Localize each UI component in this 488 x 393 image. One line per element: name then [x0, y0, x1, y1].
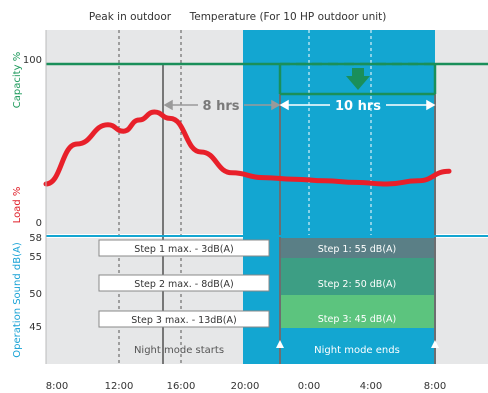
- peak-label: Peak in outdoor: [89, 11, 172, 23]
- ytick-55: 55: [29, 252, 42, 263]
- step2-value: Step 2: 50 dB(A): [318, 279, 396, 290]
- night-guides: [308, 30, 372, 238]
- annotation-8hrs: 8 hrs: [203, 99, 240, 114]
- step3-box: [98, 310, 270, 328]
- night-end-triangle-icon: [431, 340, 439, 348]
- xtick-3: 20:00: [231, 381, 260, 392]
- step2-band: [280, 258, 435, 295]
- ylabel-load: Load %: [12, 187, 23, 224]
- arrowhead-right-icon: [271, 99, 281, 111]
- step1-band: [280, 238, 435, 258]
- step2-label: Step 2 max. - 8dB(A): [134, 279, 233, 290]
- night-start-triangle-icon: [276, 340, 284, 348]
- load-curve: [43, 109, 452, 187]
- xtick-6: 8:00: [424, 381, 446, 392]
- ylabel-sound: Operation Sound dB(A): [12, 242, 23, 358]
- ytick-45: 45: [29, 322, 42, 333]
- step1-value: Step 1: 55 dB(A): [318, 244, 396, 255]
- chart-title: Temperature (For 10 HP outdoor unit): [189, 11, 387, 23]
- xtick-0: 8:00: [46, 381, 68, 392]
- ytick-50: 50: [29, 289, 42, 300]
- step3-label: Step 3 max. - 13dB(A): [131, 315, 236, 326]
- step3-value: Step 3: 45 dB(A): [318, 314, 396, 325]
- down-arrow-icon: [346, 68, 370, 90]
- duration-10hrs: [279, 99, 436, 111]
- capacity-limit: [278, 62, 437, 96]
- night-end-label: Night mode ends: [314, 345, 400, 356]
- xtick-5: 4:00: [360, 381, 382, 392]
- arrowhead-right-white-icon: [426, 99, 436, 111]
- step2-box: [98, 274, 270, 292]
- ytick-0: 0: [36, 218, 42, 229]
- duration-8hrs: [163, 99, 281, 111]
- ytick-100: 100: [23, 55, 42, 66]
- annotation-10hrs: 10 hrs: [335, 99, 381, 114]
- step1-box: [98, 239, 270, 257]
- night-start-label: Night mode starts: [134, 345, 224, 356]
- xtick-2: 16:00: [167, 381, 196, 392]
- xtick-1: 12:00: [105, 381, 134, 392]
- arrowhead-left-white-icon: [279, 99, 289, 111]
- ytick-58: 58: [29, 233, 42, 244]
- time-guides: [118, 30, 182, 364]
- ylabel-capacity: Capacity %: [12, 52, 23, 108]
- step1-label: Step 1 max. - 3dB(A): [134, 244, 233, 255]
- arrowhead-left-icon: [163, 99, 173, 111]
- step3-band: [280, 295, 435, 328]
- step-boxes: [98, 239, 270, 328]
- xtick-4: 0:00: [298, 381, 320, 392]
